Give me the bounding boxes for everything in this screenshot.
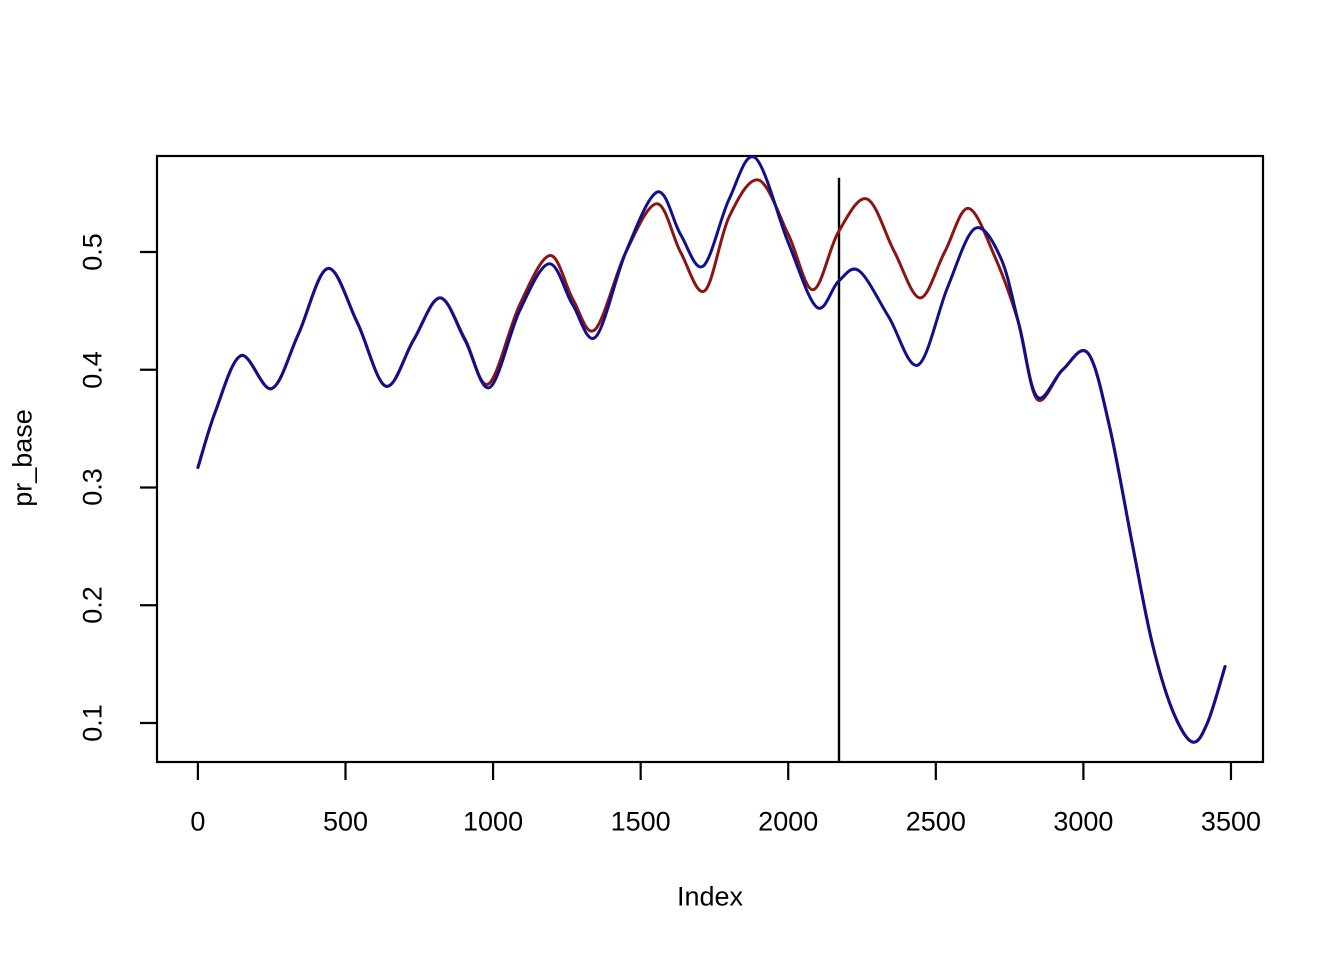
x-tick-label-0: 0 (190, 806, 206, 837)
y-tick-label-1: 0.2 (77, 586, 108, 625)
x-tick-label-3: 1500 (610, 806, 671, 837)
x-tick-label-2: 1000 (463, 806, 524, 837)
series-dark-red-line (196, 178, 1227, 744)
x-axis-title: Index (676, 881, 744, 912)
x-tick-label-1: 500 (322, 806, 369, 837)
y-axis-title: pr_base (7, 409, 38, 507)
series-dark-blue-line (196, 155, 1227, 744)
y-tick-label-3: 0.4 (77, 350, 108, 389)
x-tick-label-5: 2500 (905, 806, 966, 837)
x-tick-label-7: 3500 (1200, 806, 1262, 837)
plot-frame (155, 154, 1265, 764)
x-tick-label-4: 2000 (758, 806, 819, 837)
x-tick-label-6: 3000 (1053, 806, 1114, 837)
y-tick-label-0: 0.1 (77, 704, 108, 742)
y-tick-label-4: 0.5 (77, 233, 108, 271)
y-tick-label-2: 0.3 (77, 468, 108, 507)
